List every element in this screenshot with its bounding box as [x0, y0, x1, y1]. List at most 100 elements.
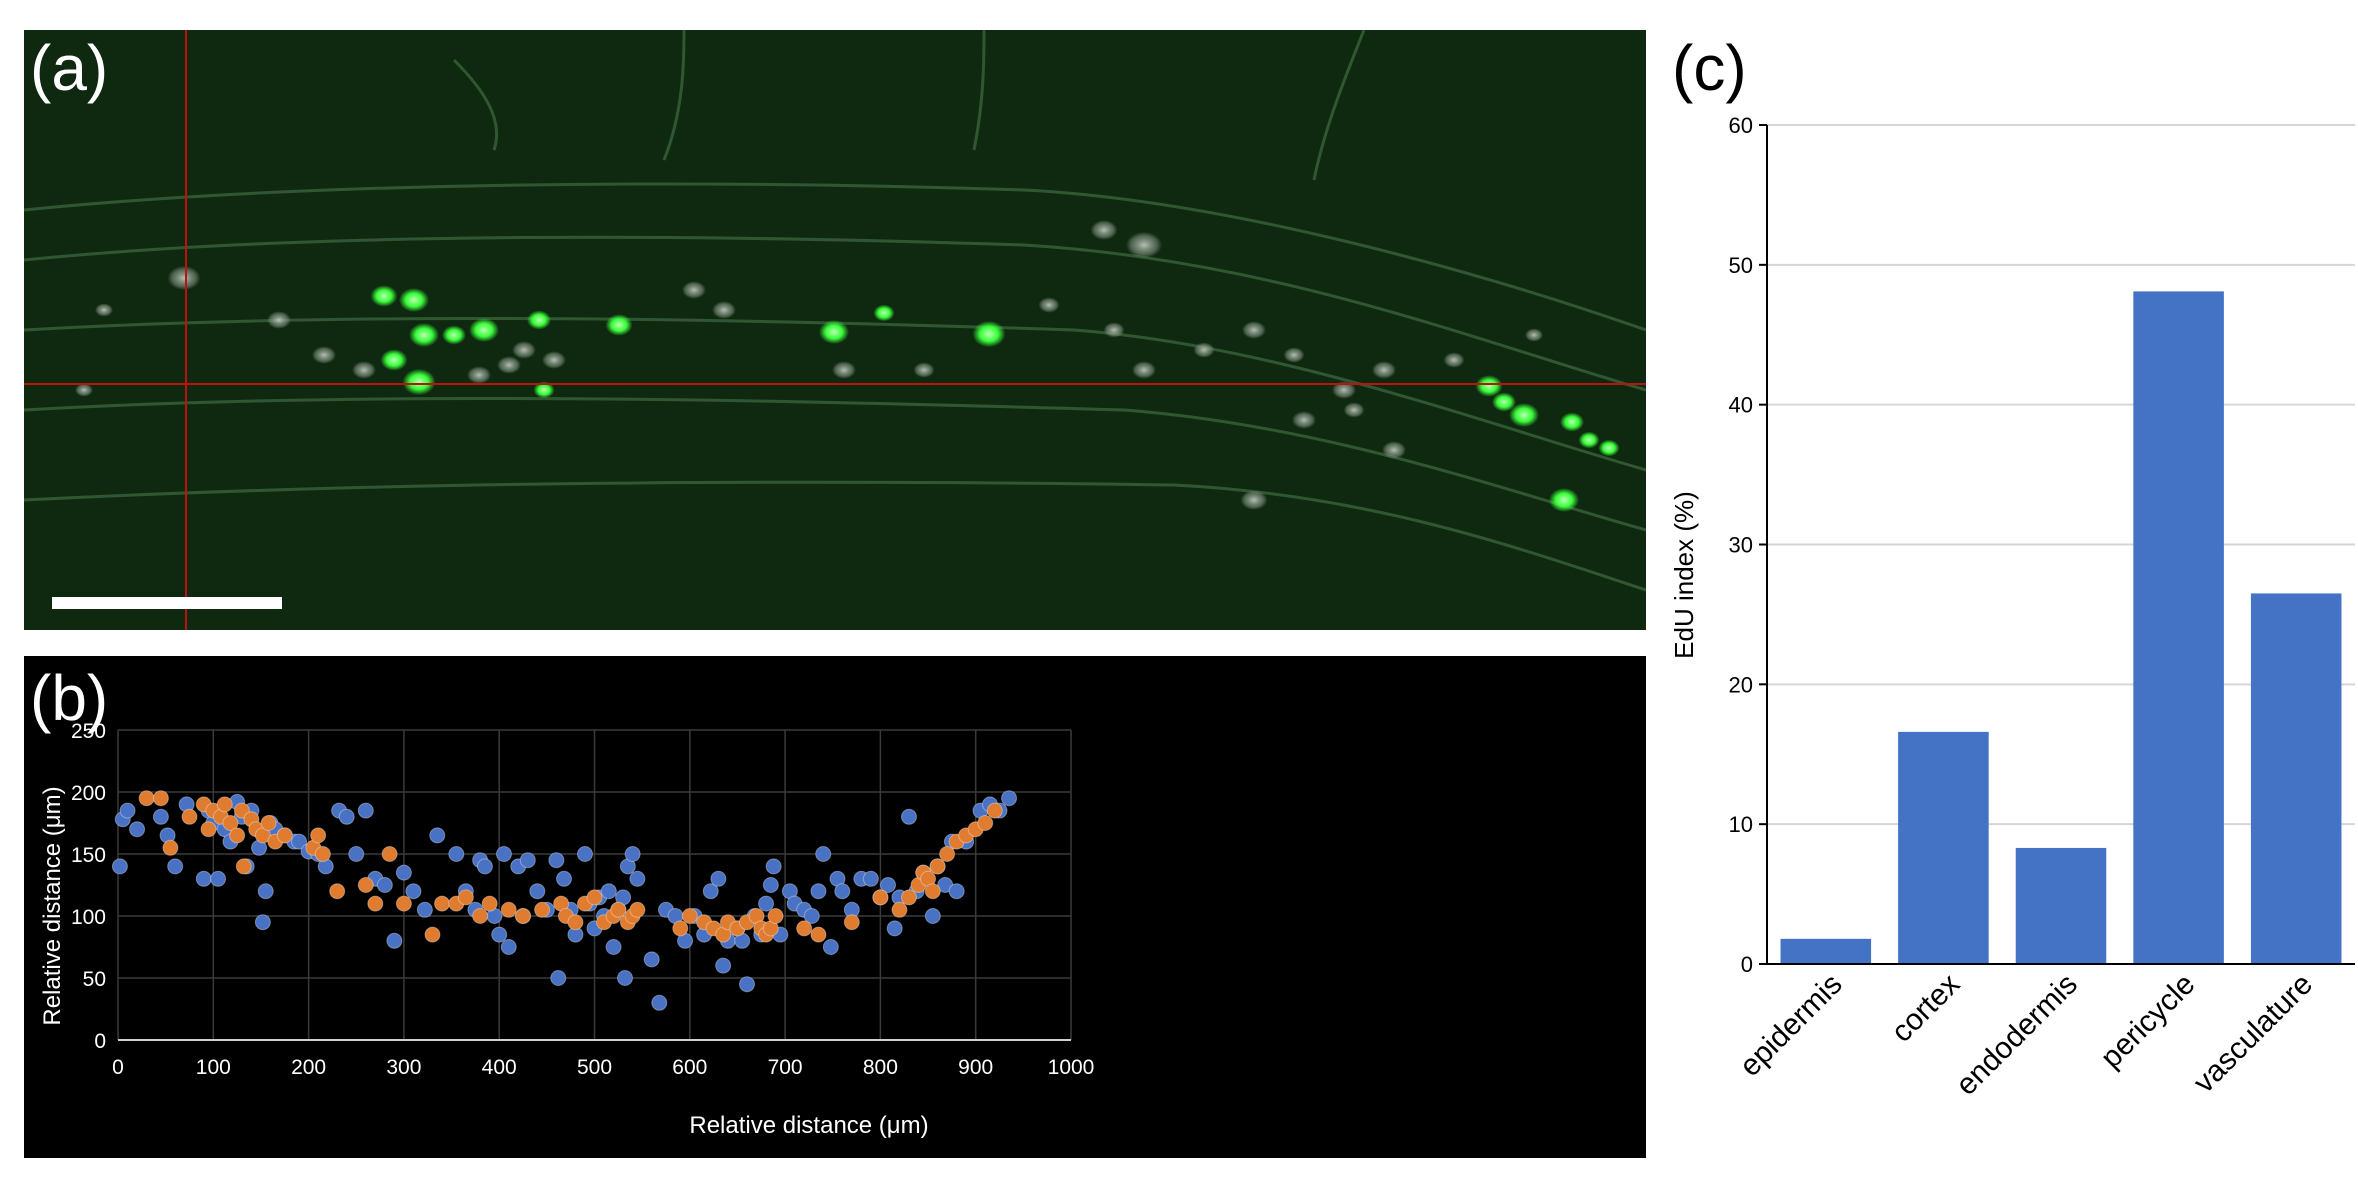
scatter-point-orange: [672, 920, 689, 937]
scatter-point-blue: [416, 901, 433, 918]
dim-nucleus: [1090, 220, 1118, 240]
dim-nucleus: [75, 383, 93, 397]
dim-nucleus: [1193, 342, 1215, 358]
dim-nucleus: [682, 281, 706, 299]
scatter-point-blue: [448, 846, 465, 862]
scatter-panel: 0 50 100 150 200 250 0 100 200 300 400 500 600 700 800…: [24, 656, 1646, 1158]
bright-nucleus: [1560, 412, 1584, 432]
scatter-point-blue: [376, 877, 393, 893]
scatter-point-blue: [738, 976, 755, 993]
bright-nucleus: [972, 320, 1006, 348]
scatter-point-blue: [495, 846, 512, 862]
scatter-point-orange: [891, 901, 908, 918]
scatter-point-orange: [534, 901, 551, 918]
bar-ytick-label: 40: [1729, 393, 1753, 418]
bright-nucleus: [819, 320, 849, 344]
scatter-xtick-label: 400: [482, 1056, 517, 1079]
scatter-point-blue: [815, 846, 832, 862]
scatter-xtick-label: 200: [291, 1056, 326, 1079]
dim-nucleus: [352, 361, 376, 379]
bright-nucleus: [380, 349, 408, 371]
bar-category-label: cortex: [1885, 968, 1966, 1049]
scatter-point-blue: [886, 920, 903, 937]
bright-nucleus: [1598, 439, 1620, 457]
bright-nucleus: [1509, 403, 1539, 427]
bright-nucleus: [370, 285, 398, 307]
scatter-point-orange: [629, 901, 646, 918]
dim-nucleus: [1292, 411, 1316, 429]
scatter-point-orange: [235, 858, 252, 875]
scatter-point-blue: [605, 939, 622, 955]
scatter-point-blue: [500, 939, 517, 955]
bar-category-label: vasculature: [2187, 968, 2319, 1100]
scatter-point-orange: [222, 815, 239, 831]
scatter-point-blue: [616, 970, 633, 986]
bar-category-label: epidermis: [1733, 968, 1848, 1083]
scatter-point-blue: [476, 858, 493, 875]
bright-nucleus: [442, 325, 466, 345]
dim-nucleus: [832, 361, 856, 379]
scatter-point-blue: [386, 932, 403, 949]
scatter-ytick-label: 0: [94, 1030, 106, 1053]
scatter-point-orange: [233, 802, 250, 819]
scatter-point-blue: [576, 846, 593, 862]
scatter-point-blue: [765, 858, 782, 875]
scatter-point-blue: [1001, 790, 1018, 807]
scatter-point-orange: [216, 796, 233, 813]
scatter-point-orange: [314, 846, 331, 862]
bar-ytick-label: 30: [1729, 533, 1753, 558]
dim-nucleus: [467, 366, 491, 384]
bright-nucleus: [409, 323, 439, 347]
scatter-point-blue: [529, 883, 546, 900]
scatter-point-blue: [405, 883, 422, 900]
scatter-point-blue: [348, 846, 365, 862]
scatter-point-orange: [872, 889, 889, 906]
bright-nucleus: [605, 314, 633, 336]
microscopy-image: [24, 30, 1646, 630]
scatter-point-blue: [822, 939, 839, 955]
bar-bars: [1780, 291, 2342, 964]
scatter-point-orange: [229, 827, 246, 844]
scatter-xtick-label: 100: [196, 1056, 231, 1079]
scatter-point-blue: [550, 970, 567, 986]
dim-nucleus: [1525, 328, 1543, 342]
scatter-points: [111, 790, 1018, 1011]
scatter-point-orange: [200, 821, 217, 838]
scatter-point-orange: [357, 877, 374, 893]
scatter-point-orange: [181, 808, 198, 825]
scatter-axes: 0 50 100 150 200 250 0 100 200 300 400 500 600 700 800…: [71, 720, 1094, 1079]
bar-cortex: [1898, 731, 1989, 964]
dim-nucleus: [167, 265, 201, 291]
scatter-point-blue: [167, 858, 184, 875]
scatter-chart: 0 50 100 150 200 250 0 100 200 300 400 500 600 700 800…: [39, 720, 1094, 1139]
scatter-point-blue: [862, 870, 879, 887]
scatter-point-blue: [395, 864, 412, 881]
scatter-point-blue: [702, 883, 719, 900]
scatter-point-orange: [329, 883, 346, 900]
dim-nucleus: [1240, 490, 1268, 510]
bright-nucleus: [533, 381, 555, 399]
dim-nucleus: [1126, 231, 1162, 259]
scatter-xtick-label: 500: [577, 1056, 612, 1079]
scatter-ytick-label: 50: [83, 968, 106, 991]
bright-nucleus: [527, 310, 551, 330]
scatter-point-orange: [152, 790, 169, 807]
scatter-point-orange: [260, 815, 277, 831]
dim-nucleus: [1372, 361, 1396, 379]
scatter-xlabel: Relative distance (μm): [689, 1112, 928, 1139]
scatter-point-blue: [254, 914, 271, 931]
bar-ytick-label: 60: [1729, 113, 1753, 138]
scatter-xtick-label: 900: [958, 1056, 993, 1079]
dim-nucleus: [1242, 321, 1266, 339]
scatter-point-blue: [810, 883, 827, 900]
scatter-point-orange: [500, 901, 517, 918]
scatter-point-blue: [291, 833, 308, 850]
scatter-point-blue: [643, 951, 660, 968]
dim-nucleus: [267, 311, 291, 329]
scatter-point-blue: [210, 870, 227, 887]
scatter-point-orange: [381, 846, 398, 862]
dim-nucleus: [1038, 297, 1060, 313]
scatter-point-orange: [367, 895, 384, 912]
scatter-ytick-label: 150: [71, 844, 106, 867]
bar-ylabel: EdU index (%): [1669, 491, 1699, 659]
